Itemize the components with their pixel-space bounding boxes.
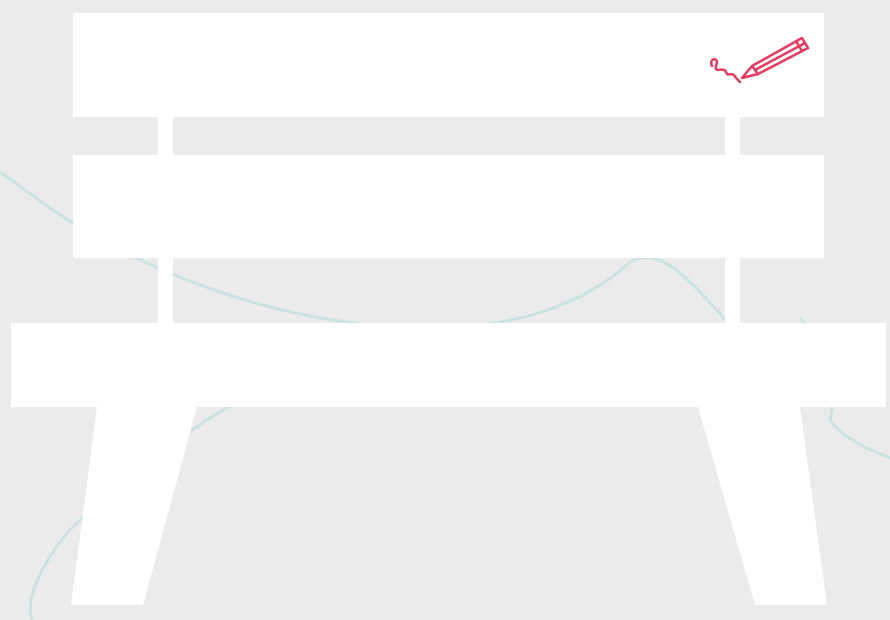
back-slat-bottom xyxy=(73,155,824,258)
seat xyxy=(11,323,886,407)
bench-illustration xyxy=(0,0,890,620)
page xyxy=(0,0,890,620)
